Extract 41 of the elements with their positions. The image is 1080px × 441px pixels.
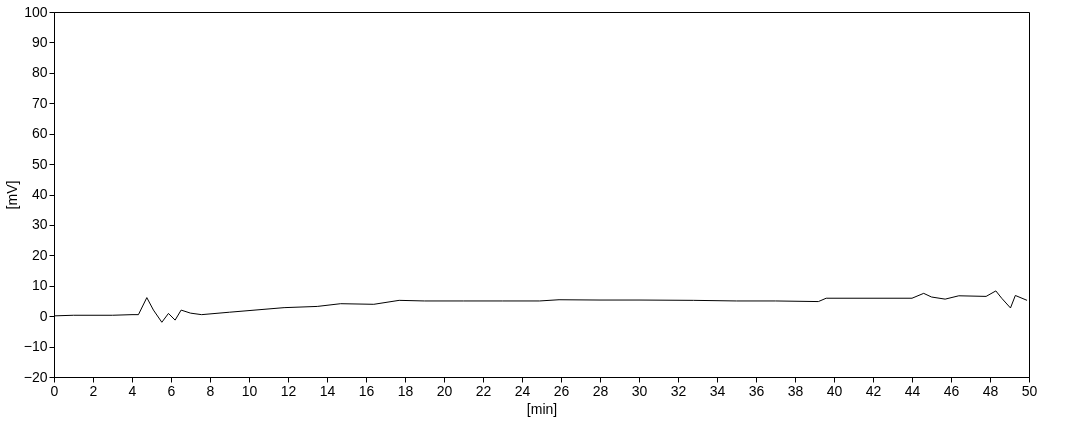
y-tick-label: −20 (23, 368, 48, 385)
x-tick-label: 4 (128, 382, 137, 399)
y-tick-label: 90 (31, 33, 48, 50)
y-tick-label: 70 (31, 94, 48, 111)
x-tick-label: 44 (904, 382, 921, 399)
y-tick-label: 100 (24, 3, 48, 20)
x-tick-label: 8 (206, 382, 215, 399)
y-tick-label: 10 (31, 277, 48, 294)
x-tick-label: 40 (826, 382, 843, 399)
y-tick-label: 40 (31, 186, 48, 202)
y-tick-label: −10 (23, 338, 48, 355)
x-tick-label: 26 (553, 382, 570, 399)
x-tick-label: 38 (787, 382, 804, 399)
x-tick-label: 30 (631, 382, 648, 399)
x-tick-label: 18 (397, 382, 414, 399)
x-tick-label: 6 (167, 382, 176, 399)
x-tick-label: 32 (670, 382, 687, 399)
x-tick-label: 0 (50, 382, 59, 399)
x-tick-label: 2 (89, 382, 98, 399)
x-tick-label: 24 (514, 382, 531, 399)
x-tick-label: 10 (241, 382, 258, 399)
x-axis-title: [min] (526, 400, 558, 417)
y-tick-label: 60 (31, 125, 48, 142)
x-tick-label: 50 (1021, 382, 1038, 399)
y-tick-label: 80 (31, 64, 48, 81)
y-tick-label: 0 (39, 307, 48, 324)
x-tick-label: 34 (709, 382, 726, 399)
x-tick-label: 14 (319, 382, 336, 399)
x-tick-label: 22 (475, 382, 492, 399)
x-tick-label: 48 (982, 382, 999, 399)
x-tick-label: 12 (280, 382, 297, 399)
x-tick-label: 42 (865, 382, 882, 399)
y-axis-title: [mV] (3, 180, 20, 210)
y-tick-label: 20 (31, 246, 48, 263)
x-tick-label: 36 (748, 382, 765, 399)
x-tick-label: 28 (592, 382, 609, 399)
y-tick-label: 50 (31, 155, 48, 172)
x-tick-label: 16 (358, 382, 375, 399)
x-tick-label: 20 (436, 382, 453, 399)
x-tick-label: 46 (943, 382, 960, 399)
y-tick-label: 30 (31, 216, 48, 233)
